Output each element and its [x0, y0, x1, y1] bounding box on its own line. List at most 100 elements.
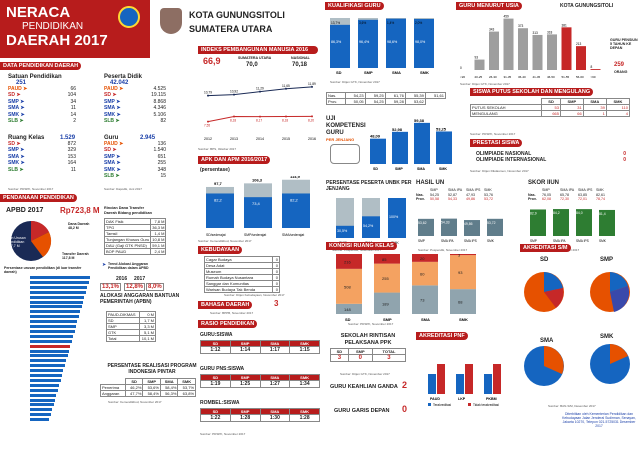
unbk-data-label: 54,2%	[363, 224, 374, 228]
kondisi-data-label: 60	[420, 272, 425, 277]
unbk-data-label: 30,5%	[337, 229, 348, 233]
kabupaten-bar	[30, 305, 82, 309]
mini-data-label: 82,9	[530, 211, 537, 215]
pie-label-transfer: Transfer Daerah 117,8 M	[62, 252, 89, 261]
rls-data-label: 8,18	[282, 119, 288, 123]
table-row: Warisan Budaya Tak Benda 0	[203, 286, 280, 293]
source-note: Sumber: BAN-S/M, Desember 2017	[548, 404, 596, 408]
arrow-right-icon: ➤	[102, 262, 107, 268]
x-tick-label: SMA IPS	[464, 239, 477, 243]
rintisan-title: SEKOLAH RINTISAN PELAKSANA PPK	[340, 333, 396, 346]
mini-bar	[464, 220, 480, 236]
kondisi-baik-bar	[450, 289, 476, 314]
mini-bar	[487, 218, 503, 236]
usia-data-label: 93	[475, 56, 479, 60]
header-title-2: PENDIDIKAN	[22, 21, 84, 32]
trend-year-2016: 2016	[116, 276, 128, 282]
apbd-label: APBD 2017	[6, 207, 44, 214]
akreditasi-smk-label: SMK	[600, 334, 614, 340]
x-tick-label: 26-30	[489, 75, 497, 79]
apk-data-label: 106,3	[252, 177, 263, 182]
table-row: PAUD-DIKMAS 0 M	[106, 311, 157, 318]
putus-table: SD SMP SMA SMK PUTUS SEKOLAH 53 31 39 110 MENGUL…	[469, 98, 631, 117]
usia-data-label: 459	[504, 15, 510, 19]
prestasi-row: OLIMPIADE INTERNASIONAL 0	[476, 157, 626, 164]
kabupaten-bar	[30, 285, 88, 289]
apm-data-label: 82,2	[214, 197, 223, 202]
s1-data-label: 98,6%	[387, 40, 398, 44]
mini-bar	[576, 209, 592, 236]
legend-label: Tidak terakreditasi	[473, 403, 499, 407]
kabupaten-bar	[30, 374, 62, 377]
x-tick-label: >60	[591, 75, 596, 79]
x-tick-label: SMA	[417, 167, 425, 171]
stat-row: PAUD ➤ 4.525	[104, 86, 166, 92]
kondisi-data-label: 20	[420, 256, 425, 261]
mini-bar	[418, 218, 434, 236]
kualifikasi-title: KUALIFIKASI GURU	[325, 2, 384, 10]
usia-data-label: 343	[489, 28, 495, 32]
apm-bar	[282, 193, 310, 228]
stat-row: PAUD ➤ 66	[8, 86, 76, 92]
guru-pensiun-unit: ORANG	[614, 70, 628, 74]
guru-usia-bar-chart: 0 <20 93 20-25 343 26-30 459 31-35 373 36-40 313 41…	[460, 15, 601, 79]
kabupaten-bar	[30, 418, 50, 422]
x-tick-label: SMA IPA	[441, 239, 454, 243]
ruang-label: Ruang Kelas	[8, 135, 45, 141]
x-tick-label: SD	[373, 167, 378, 171]
source-note: Sumber: Ditjen GTK, November 2017	[340, 372, 390, 376]
tut-wuri-logo-icon	[118, 6, 140, 28]
uji-kompetensi-sub: PER JENJANG	[326, 137, 355, 142]
apm-bar	[206, 193, 234, 228]
trend-year-2017: 2017	[134, 276, 146, 282]
mini-table-row: Prov. 50,58 54,33 49,86 53,72	[416, 197, 493, 202]
mini-table-row: SMP SMA IPA SMA IPS SMK	[430, 188, 492, 192]
guru-usia-title: GURU MENURUT USIA	[456, 2, 522, 10]
non-data-label: 13,7%	[331, 21, 340, 25]
usia-data-label: 318	[547, 30, 553, 34]
akreditasi-smk-pie	[590, 344, 630, 384]
kondisi-rb-bar	[374, 254, 400, 264]
pnf-terakreditasi-bar	[428, 374, 436, 394]
mini-table-row: Nas. 76,05 65,78 63,85 82,61	[528, 192, 605, 197]
kondisi-data-label: 255	[382, 276, 389, 281]
trend-value: 8,0%	[146, 283, 164, 291]
kabupaten-bar	[30, 408, 53, 412]
pie-label-non-urusan: Non Urusan Pendidikan 557,7 M	[7, 236, 26, 248]
ruang-total: 1.529	[60, 135, 76, 141]
hasil-un-title: HASIL UN	[416, 180, 445, 186]
usia-bar	[474, 59, 485, 70]
x-tick-label: SMK	[487, 239, 495, 243]
stat-row: SMP ➤ 329	[8, 147, 76, 154]
s1-data-label: 96,4%	[359, 40, 370, 44]
guru-block: Guru 2.945 PAUD ➤ 136 SD ➤ 1.540 SMP ➤ 651 SMA…	[104, 135, 166, 179]
uji-bar	[392, 131, 408, 164]
usia-data-label: 313	[533, 31, 539, 35]
hls-data-label: 10,92	[230, 90, 238, 94]
akreditasi-smp-label: SMP	[600, 257, 614, 263]
satuan-label: Satuan Pendidikan	[8, 74, 62, 80]
alokasi-title: ALOKASI ANGGARAN BANTUAN PEMERINTAH (APB…	[100, 293, 180, 305]
kabupaten-bar	[30, 280, 89, 284]
peserta-total: 42.042	[110, 80, 129, 86]
region-name: KOTA GUNUNGSITOLI	[189, 10, 285, 20]
hls-data-label: 11,29	[256, 87, 264, 91]
mini-bar	[530, 209, 546, 236]
source-note: Sumber: Ditjen GTK, November 2017	[330, 80, 380, 84]
kabupaten-bar	[30, 369, 64, 373]
ipm-nas-label: NASIONAL	[291, 56, 310, 60]
stat-row: SD ➤ 19.115	[104, 92, 166, 99]
x-tick-label: SMK	[459, 317, 468, 322]
mini-data-label: 53,62	[418, 221, 427, 225]
kabupaten-bar	[30, 295, 85, 299]
stat-row: SMP ➤ 34	[8, 98, 76, 105]
keahlian-ganda-title: GURU KEAHLIAN GANDA	[330, 384, 398, 390]
trend-value: 12,8%	[124, 283, 146, 291]
kabupaten-bar	[30, 393, 57, 397]
kualifikasi-bar-chart: 86,3% 13,7% SD 96,4% 3,6% SMP 98,6% 1,4% SMA 98,0…	[330, 18, 434, 75]
usia-bar	[590, 69, 601, 70]
source-note: Sumber: PDSPK, November 2017	[8, 187, 54, 191]
x-tick-label: 20-25	[475, 75, 483, 79]
hls-point	[285, 87, 287, 90]
